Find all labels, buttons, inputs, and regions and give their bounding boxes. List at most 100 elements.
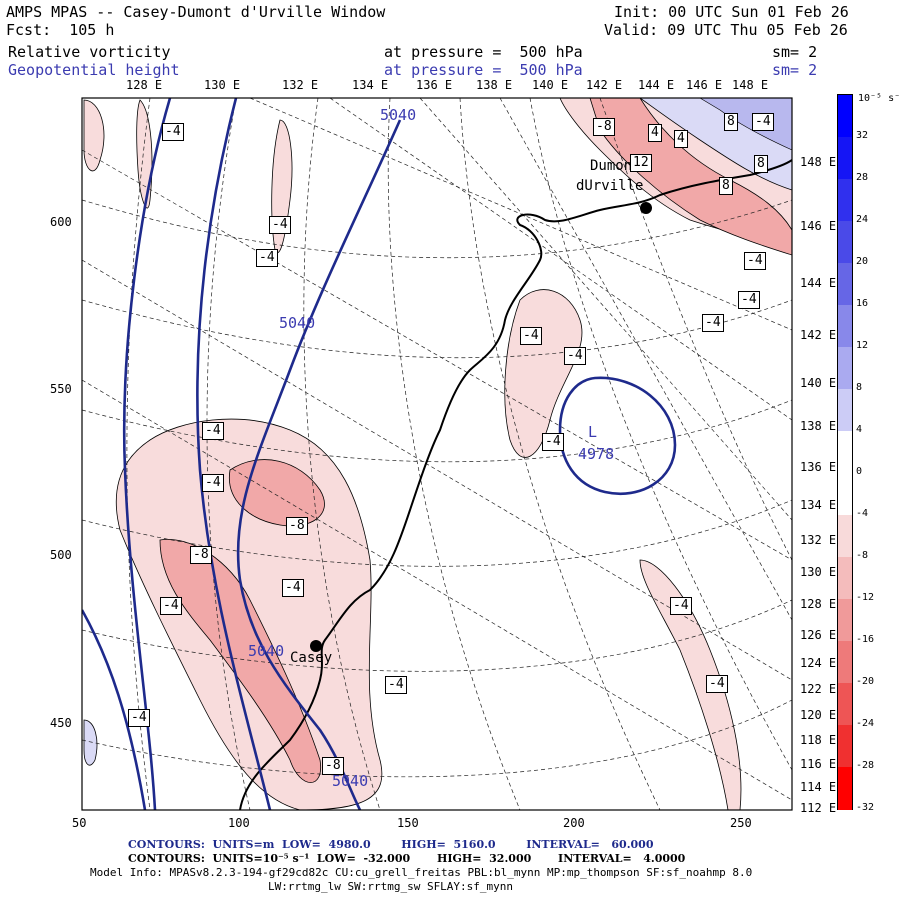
colorbar-segment xyxy=(838,95,852,138)
colorbar-label: -32 xyxy=(856,802,875,813)
colorbar-segment xyxy=(838,347,852,390)
colorbar-segment xyxy=(838,431,852,474)
right-lon-label: 118 E xyxy=(800,733,837,747)
colorbar-label: 20 xyxy=(856,256,869,267)
field1-name: Relative vorticity xyxy=(8,43,171,61)
colorbar-segment xyxy=(838,683,852,726)
colorbar-segment xyxy=(838,767,852,810)
station-marker-casey xyxy=(310,640,322,652)
top-lon-label: 146 E xyxy=(686,78,723,92)
right-lon-label: 148 E xyxy=(800,155,837,169)
right-lon-label: 144 E xyxy=(800,276,837,290)
height-label: 5040 xyxy=(248,642,285,660)
vorticity-label: -8 xyxy=(190,546,212,564)
x-axis-tick: 150 xyxy=(397,816,419,830)
forecast-hour: Fcst: 105 h xyxy=(6,21,115,39)
coastline xyxy=(239,159,792,810)
place-name-casey: Casey xyxy=(290,650,333,666)
colorbar-segment xyxy=(838,179,852,222)
colorbar-segment xyxy=(838,389,852,432)
field1-level: at pressure = 500 hPa xyxy=(384,43,583,61)
model-info: Model Info: MPASv8.2.3-194-gf29cd82c CU:… xyxy=(90,866,753,879)
field2-name: Geopotential height xyxy=(8,61,180,79)
vorticity-label: -4 xyxy=(520,327,542,345)
colorbar xyxy=(837,94,853,810)
vorticity-label: -4 xyxy=(738,291,760,309)
y-axis-tick: 600 xyxy=(50,215,72,229)
x-axis-tick: 250 xyxy=(730,816,752,830)
y-axis-tick: 450 xyxy=(50,716,72,730)
colorbar-label: 4 xyxy=(856,424,863,435)
colorbar-label: 32 xyxy=(856,130,869,141)
model-info-line2: LW:rrtmg_lw SW:rrtmg_sw SFLAY:sf_mynn xyxy=(268,880,514,893)
colorbar-segment xyxy=(838,305,852,348)
vorticity-label: -4 xyxy=(202,474,224,492)
vorticity-label: 12 xyxy=(630,154,652,172)
right-lon-label: 136 E xyxy=(800,460,837,474)
vorticity-label: -4 xyxy=(706,675,728,693)
vorticity-label: -4 xyxy=(564,347,586,365)
vorticity-label: -4 xyxy=(744,252,766,270)
vorticity-label: -4 xyxy=(256,249,278,267)
right-lon-label: 132 E xyxy=(800,533,837,547)
top-lon-label: 140 E xyxy=(532,78,569,92)
right-lon-label: 142 E xyxy=(800,328,837,342)
vorticity-label: -4 xyxy=(702,314,724,332)
right-lon-label: 122 E xyxy=(800,682,837,696)
valid-time: Valid: 09 UTC Thu 05 Feb 26 xyxy=(604,21,848,39)
colorbar-segment xyxy=(838,221,852,264)
colorbar-segment xyxy=(838,263,852,306)
x-axis-tick: 200 xyxy=(563,816,585,830)
vorticity-label: -4 xyxy=(128,709,150,727)
colorbar-label: -24 xyxy=(856,718,875,729)
vorticity-label: 8 xyxy=(719,177,733,195)
field2-level: at pressure = 500 hPa xyxy=(384,61,583,79)
field2-smoothing: sm= 2 xyxy=(772,61,818,79)
right-lon-label: 124 E xyxy=(800,656,837,670)
colorbar-label: 24 xyxy=(856,214,869,225)
right-lon-label: 134 E xyxy=(800,498,837,512)
right-lon-label: 116 E xyxy=(800,757,837,771)
height-label: 5040 xyxy=(279,314,316,332)
colorbar-label: 16 xyxy=(856,298,869,309)
lat-lon-grid xyxy=(82,98,792,810)
vorticity-label: -4 xyxy=(269,216,291,234)
vorticity-label: -4 xyxy=(162,123,184,141)
vorticity-label: -4 xyxy=(752,113,774,131)
top-lon-label: 138 E xyxy=(476,78,513,92)
vorticity-label: -8 xyxy=(593,118,615,136)
colorbar-segment xyxy=(838,473,852,516)
low-value: 4978 xyxy=(578,445,615,463)
right-lon-label: 140 E xyxy=(800,376,837,390)
map-field xyxy=(82,98,792,810)
top-lon-label: 144 E xyxy=(638,78,675,92)
colorbar-label: -16 xyxy=(856,634,875,645)
vorticity-label: -4 xyxy=(160,597,182,615)
colorbar-label: -28 xyxy=(856,760,875,771)
vorticity-label: -4 xyxy=(282,579,304,597)
station-marker-dumont-durville xyxy=(640,202,652,214)
top-lon-label: 136 E xyxy=(416,78,453,92)
low-marker: L xyxy=(588,423,598,441)
x-axis-tick: 50 xyxy=(72,816,87,830)
colorbar-segment xyxy=(838,515,852,558)
height-label: 5040 xyxy=(332,772,369,790)
vorticity-label: -4 xyxy=(542,433,564,451)
colorbar-segment xyxy=(838,557,852,600)
colorbar-segment xyxy=(838,137,852,180)
right-lon-label: 114 E xyxy=(800,780,837,794)
vorticity-label: -4 xyxy=(385,676,407,694)
right-lon-label: 120 E xyxy=(800,708,837,722)
colorbar-label: -4 xyxy=(856,508,869,519)
colorbar-segment xyxy=(838,599,852,642)
vorticity-contours-info: CONTOURS: UNITS=10⁻⁵ s⁻¹ LOW= -32.000 HI… xyxy=(128,852,686,865)
init-time: Init: 00 UTC Sun 01 Feb 26 xyxy=(614,3,849,21)
vorticity-label: 8 xyxy=(754,155,768,173)
right-lon-label: 126 E xyxy=(800,628,837,642)
vorticity-label: -4 xyxy=(202,422,224,440)
place-name-durville: dUrville xyxy=(576,178,644,194)
colorbar-label: -20 xyxy=(856,676,875,687)
vorticity-label: 8 xyxy=(724,113,738,131)
height-label: 5040 xyxy=(380,106,417,124)
